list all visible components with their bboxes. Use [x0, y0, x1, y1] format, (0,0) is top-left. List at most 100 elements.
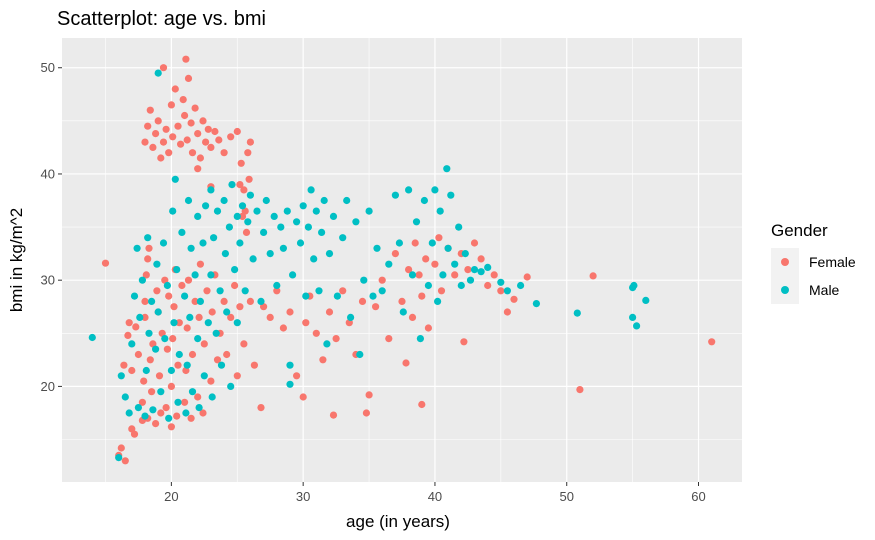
point-female: [120, 361, 128, 369]
point-female: [266, 313, 274, 321]
point-male: [194, 335, 202, 343]
point-male: [227, 382, 235, 390]
point-male: [191, 271, 199, 279]
point-male: [286, 361, 294, 369]
point-female: [132, 323, 140, 331]
point-female: [213, 356, 222, 364]
point-male: [477, 268, 485, 276]
point-female: [240, 186, 248, 194]
point-male: [167, 366, 175, 375]
point-male: [436, 207, 444, 215]
point-female: [464, 266, 472, 274]
point-female: [411, 239, 419, 247]
point-male: [154, 69, 162, 77]
point-female: [490, 271, 498, 279]
point-female: [191, 297, 199, 305]
point-male: [405, 186, 413, 194]
point-male: [352, 218, 360, 226]
point-female: [220, 297, 228, 305]
point-female: [191, 104, 199, 112]
point-male: [133, 244, 141, 252]
point-female: [171, 85, 179, 93]
point-male: [428, 239, 436, 247]
point-male: [573, 309, 581, 317]
point-female: [215, 136, 223, 144]
point-female: [117, 444, 125, 452]
point-female: [246, 138, 254, 146]
point-female: [510, 295, 518, 303]
point-male: [200, 372, 208, 380]
point-female: [182, 55, 190, 63]
point-male: [443, 165, 451, 173]
point-male: [161, 335, 169, 343]
point-female: [329, 411, 338, 419]
point-male: [223, 308, 231, 316]
point-female: [484, 281, 492, 290]
point-female: [358, 297, 367, 305]
point-female: [194, 165, 202, 173]
point-male: [184, 196, 193, 205]
point-male: [470, 266, 479, 274]
point-female: [167, 101, 175, 109]
point-female: [523, 273, 531, 281]
y-axis-ticks: 20 30 40 50: [41, 60, 62, 394]
point-male: [154, 308, 162, 316]
point-female: [179, 96, 187, 104]
point-male: [202, 202, 210, 210]
point-female: [194, 130, 202, 138]
point-female: [233, 372, 241, 380]
point-female: [207, 377, 215, 385]
point-female: [435, 234, 443, 242]
point-male: [125, 409, 133, 417]
point-female: [365, 391, 373, 399]
point-male: [142, 366, 150, 375]
point-female: [299, 393, 307, 401]
point-male: [233, 319, 241, 327]
point-male: [369, 292, 377, 300]
point-male: [329, 212, 338, 220]
point-male: [633, 322, 641, 330]
point-male: [373, 244, 381, 252]
major-grid: [62, 38, 742, 482]
point-female: [418, 292, 426, 300]
point-male: [182, 409, 190, 417]
point-female: [152, 130, 160, 138]
point-male: [343, 196, 351, 205]
point-male: [260, 228, 268, 236]
point-male: [175, 350, 183, 359]
point-female: [293, 372, 301, 380]
point-female: [121, 457, 129, 465]
point-male: [420, 196, 428, 205]
point-male: [157, 388, 165, 396]
point-female: [144, 122, 152, 130]
legend-label-male: Male: [809, 282, 840, 298]
point-male: [159, 239, 168, 247]
point-male: [236, 239, 244, 247]
point-female: [144, 255, 152, 263]
point-male: [299, 202, 307, 210]
point-male: [136, 313, 144, 321]
point-male: [220, 196, 228, 205]
point-male: [134, 404, 142, 412]
x-tick-label: 20: [164, 489, 178, 504]
y-tick-label: 20: [41, 379, 55, 394]
point-female: [244, 149, 252, 157]
point-female: [708, 338, 716, 346]
point-female: [378, 276, 386, 284]
point-female: [184, 74, 193, 82]
point-male: [233, 212, 241, 220]
x-axis-title: age (in years): [346, 512, 450, 531]
point-male: [296, 239, 305, 247]
point-male: [365, 207, 373, 215]
point-female: [202, 138, 210, 146]
point-female: [273, 287, 281, 295]
point-female: [279, 324, 287, 332]
point-female: [174, 122, 182, 130]
point-female: [159, 64, 168, 72]
point-male: [408, 271, 417, 279]
point-male: [225, 223, 233, 231]
point-female: [238, 212, 247, 220]
point-male: [152, 345, 160, 353]
point-female: [233, 127, 241, 136]
